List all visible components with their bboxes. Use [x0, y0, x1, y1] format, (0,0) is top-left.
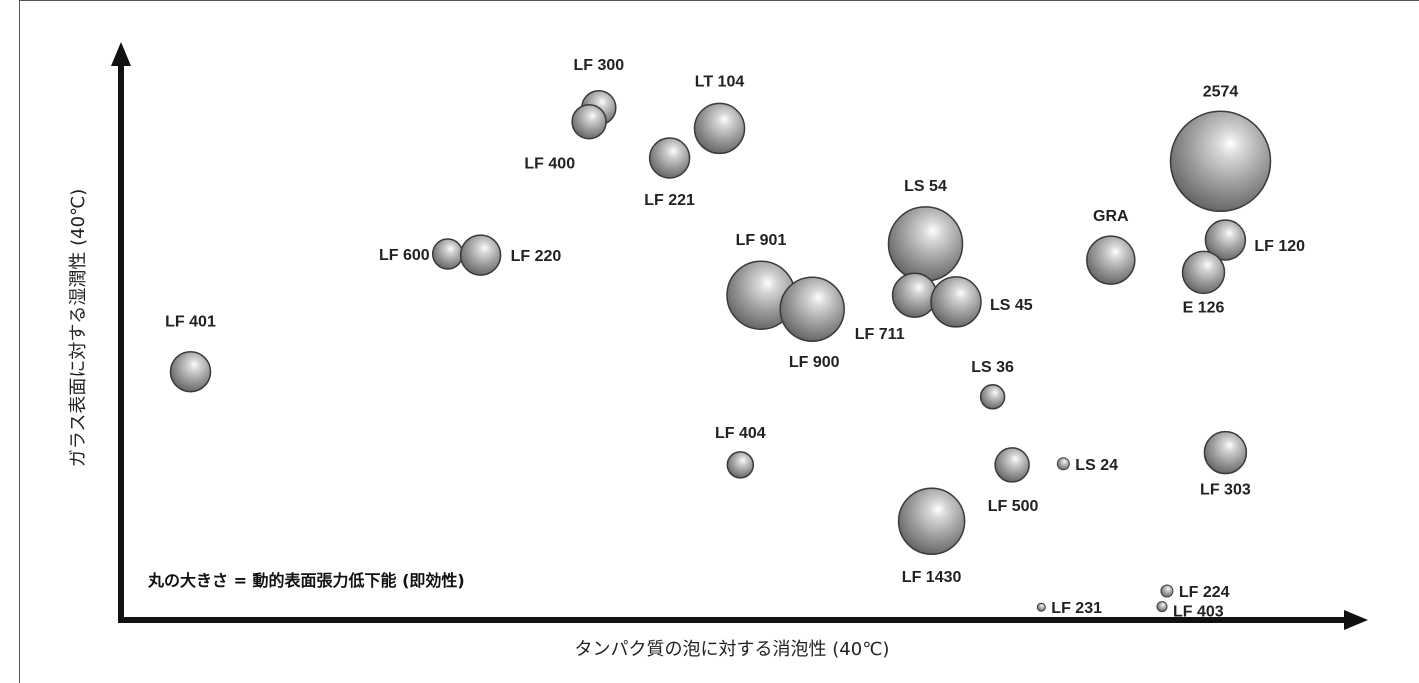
bubble-label-ls-24: LS 24: [1075, 457, 1118, 474]
bubble-label-lf-404: LF 404: [715, 425, 766, 442]
bubble-label-lf-403: LF 403: [1173, 604, 1224, 621]
bubble-label-e-126: E 126: [1183, 299, 1225, 316]
bubble-lf-401: [169, 350, 212, 393]
bubble-ls-36: [979, 384, 1006, 410]
bubble-ls-45: [930, 276, 982, 328]
bubble-label-ls-45: LS 45: [990, 297, 1033, 314]
bubble-lf-120: [1204, 219, 1247, 261]
bubble-label-lf-221: LF 221: [644, 192, 695, 209]
bubble-lf-1430: [897, 487, 966, 555]
bubble-lf-303: [1203, 430, 1248, 475]
bubble-label-lt-104: LT 104: [695, 73, 745, 90]
bubble-ls-24: [1056, 457, 1070, 471]
bubble-ls-54: [887, 206, 964, 282]
bubble-lf-221: [648, 137, 691, 179]
bubble-lf-500: [994, 447, 1030, 483]
bubble-label-lf-303: LF 303: [1200, 482, 1251, 499]
x-axis-title: タンパク質の泡に対する消泡性 (40℃): [575, 639, 890, 660]
bubble-lf-224: [1160, 584, 1174, 598]
y-axis-arrow: [111, 42, 131, 66]
bubble-label-lf-220: LF 220: [511, 248, 562, 265]
bubble-layer: [169, 90, 1272, 613]
bubble-label-lf-401: LF 401: [165, 314, 216, 331]
bubble-label-lf-711: LF 711: [855, 326, 905, 343]
bubble-label-lf-901: LF 901: [736, 232, 787, 249]
bubble-label-gra: GRA: [1093, 208, 1129, 225]
bubble-lf-900: [779, 276, 845, 342]
bubble-label-ls-54: LS 54: [904, 178, 947, 195]
bubble-label-lf-400: LF 400: [524, 156, 575, 173]
bubble-size-note: 丸の大きさ = 動的表面張力低下能 (即効性): [147, 571, 465, 590]
bubble-label-ls-36: LS 36: [971, 359, 1014, 376]
chart-frame: [19, 0, 1419, 683]
bubble-lf-600: [431, 238, 464, 270]
bubble-gra: [1086, 235, 1136, 285]
bubble-label-lf-1430: LF 1430: [902, 569, 962, 586]
bubble-2574: [1169, 110, 1272, 213]
bubble-lt-104: [693, 102, 746, 155]
bubble-label-lf-224: LF 224: [1179, 584, 1230, 601]
bubble-lf-711: [891, 272, 938, 318]
bubble-lf-404: [726, 451, 755, 479]
bubble-label-lf-600: LF 600: [379, 247, 430, 264]
y-axis-title: ガラス表面に対する湿潤性 (40℃): [68, 189, 89, 468]
bubble-label-lf-231: LF 231: [1051, 600, 1102, 617]
bubble-label-lf-500: LF 500: [988, 498, 1039, 515]
bubble-label-lf-300: LF 300: [573, 57, 624, 74]
bubble-label-lf-900: LF 900: [789, 354, 840, 371]
axes: [111, 42, 1368, 630]
bubble-e-126: [1181, 250, 1226, 295]
bubble-label-2574: 2574: [1203, 83, 1239, 100]
x-axis-arrow: [1344, 610, 1368, 630]
bubble-lf-400: [571, 103, 607, 140]
bubble-lf-220: [459, 234, 502, 276]
bubble-lf-403: [1156, 601, 1168, 613]
label-layer: LF 300 LF 400 LT 104 LF 221 LF 600 LF 220 LF 4…: [165, 57, 1305, 621]
bubble-label-lf-120: LF 120: [1254, 238, 1305, 255]
bubble-lf-231: [1036, 602, 1046, 612]
